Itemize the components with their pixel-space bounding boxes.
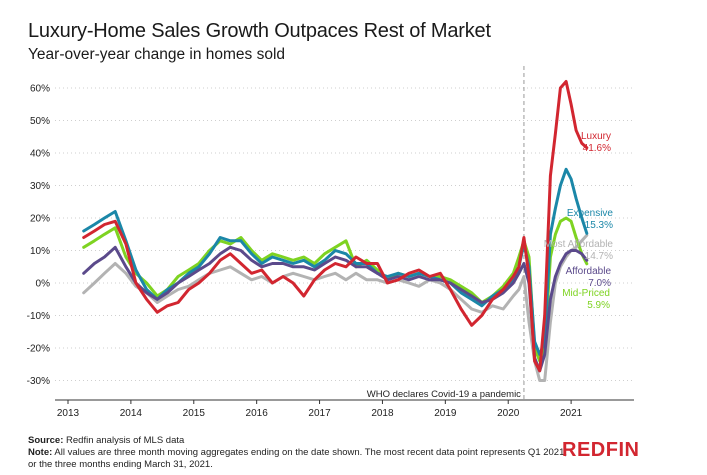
x-tick-label: 2014 xyxy=(120,408,143,419)
series-label-most-affordable: Most Affordable xyxy=(544,239,614,250)
series-value-expensive: 15.3% xyxy=(585,220,613,231)
x-tick-label: 2016 xyxy=(246,408,269,419)
series-line-most-affordable xyxy=(82,233,589,382)
series-value-most-affordable: 14.7% xyxy=(585,251,613,262)
y-tick-label: -30% xyxy=(27,376,50,387)
series-line-luxury xyxy=(82,80,589,373)
x-tick-label: 2021 xyxy=(560,408,583,419)
x-tick-label: 2018 xyxy=(371,408,394,419)
y-tick-label: 10% xyxy=(30,246,50,257)
series-value-luxury: 41.6% xyxy=(583,143,611,154)
x-tick-label: 2019 xyxy=(434,408,457,419)
y-tick-label: 40% xyxy=(30,149,50,160)
y-tick-label: 30% xyxy=(30,181,50,192)
series-label-expensive: Expensive xyxy=(567,208,614,219)
footnote: Note: All values are three month moving … xyxy=(28,447,568,471)
source-label: Source: xyxy=(28,435,64,446)
y-tick-label: 0% xyxy=(36,279,51,290)
note-label: Note: xyxy=(28,447,53,458)
series-line-affordable xyxy=(82,245,589,373)
y-tick-label: 60% xyxy=(30,84,50,95)
y-tick-label: 50% xyxy=(30,116,50,127)
footer-notes: Source: Redfin analysis of MLS data Note… xyxy=(28,435,568,471)
x-tick-label: 2017 xyxy=(308,408,331,419)
series-label-affordable: Affordable xyxy=(566,266,612,277)
series-value-affordable: 7.0% xyxy=(588,278,611,289)
redfin-logo: REDFIN xyxy=(562,439,640,461)
y-tick-label: 20% xyxy=(30,214,50,225)
source-text: Redfin analysis of MLS data xyxy=(63,435,185,446)
series-line-expensive xyxy=(82,167,589,356)
series-label-mid-priced: Mid-Priced xyxy=(562,288,610,299)
series-line-mid-priced xyxy=(82,216,589,363)
chart-subtitle: Year-over-year change in homes sold xyxy=(28,46,286,63)
y-tick-label: -10% xyxy=(27,311,50,322)
x-tick-label: 2013 xyxy=(57,408,80,419)
series-value-mid-priced: 5.9% xyxy=(587,300,610,311)
series-label-luxury: Luxury xyxy=(581,131,611,142)
pandemic-annotation: WHO declares Covid-19 a pandemic xyxy=(367,389,521,400)
y-tick-label: -20% xyxy=(27,344,50,355)
chart-title: Luxury-Home Sales Growth Outpaces Rest o… xyxy=(28,20,491,42)
x-tick-label: 2020 xyxy=(497,408,520,419)
note-text: All values are three month moving aggreg… xyxy=(28,447,568,470)
source-note: Source: Redfin analysis of MLS data xyxy=(28,435,568,447)
x-tick-label: 2015 xyxy=(183,408,206,419)
